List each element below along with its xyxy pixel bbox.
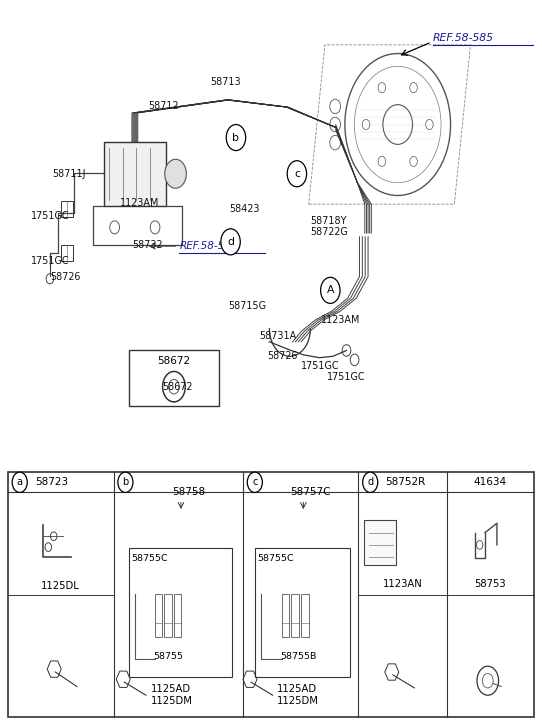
Circle shape	[287, 161, 307, 187]
Text: b: b	[233, 132, 240, 142]
Bar	[104, 142, 166, 206]
Text: 1125AD: 1125AD	[276, 684, 317, 694]
Bar	[292, 594, 299, 638]
Text: 58723: 58723	[35, 477, 68, 487]
Bar	[174, 594, 182, 638]
Bar	[128, 350, 219, 406]
Circle shape	[247, 472, 262, 492]
Text: 58753: 58753	[475, 579, 506, 590]
Bar	[164, 594, 172, 638]
Text: 58713: 58713	[211, 77, 241, 87]
Text: 58423: 58423	[229, 204, 260, 214]
Text: c: c	[252, 477, 257, 487]
Bar	[61, 201, 73, 217]
Bar	[154, 594, 162, 638]
Bar	[128, 548, 232, 677]
Bar	[61, 245, 73, 261]
Text: 1125DM: 1125DM	[276, 696, 318, 706]
Text: 1751GC: 1751GC	[327, 372, 366, 382]
Circle shape	[118, 472, 133, 492]
Text: 1125AD: 1125AD	[151, 684, 191, 694]
Text: 58726: 58726	[50, 272, 80, 281]
Text: 58672: 58672	[162, 382, 192, 392]
Text: 58752R: 58752R	[385, 477, 425, 487]
Text: 1125DL: 1125DL	[41, 581, 80, 591]
Text: b: b	[122, 477, 128, 487]
Text: 1125DM: 1125DM	[151, 696, 193, 706]
Text: 58672: 58672	[157, 356, 190, 366]
Text: 1123AM: 1123AM	[120, 198, 159, 208]
Text: d: d	[367, 477, 373, 487]
Text: A: A	[327, 286, 334, 295]
Circle shape	[221, 229, 240, 255]
Text: REF.58-589: REF.58-589	[179, 241, 238, 251]
Text: 58732: 58732	[132, 240, 163, 250]
Text: 41634: 41634	[474, 477, 507, 487]
Text: 58755: 58755	[153, 652, 183, 662]
Bar	[282, 594, 289, 638]
Text: REF.58-585: REF.58-585	[433, 33, 494, 43]
Circle shape	[12, 472, 27, 492]
Bar	[8, 472, 534, 717]
Text: 58731A: 58731A	[259, 331, 296, 341]
Circle shape	[321, 277, 340, 303]
Text: 58722G: 58722G	[310, 228, 347, 238]
Text: 1751GC: 1751GC	[31, 257, 70, 266]
Text: 1123AM: 1123AM	[321, 315, 360, 325]
Text: 58758: 58758	[172, 487, 205, 497]
Circle shape	[363, 472, 378, 492]
Circle shape	[226, 124, 246, 150]
Text: 58755C: 58755C	[257, 554, 294, 563]
Bar	[301, 594, 309, 638]
Text: a: a	[17, 477, 23, 487]
Text: 1751GC: 1751GC	[301, 361, 340, 371]
Bar	[364, 521, 396, 565]
Text: 58715G: 58715G	[228, 300, 266, 310]
Text: 58718Y: 58718Y	[310, 216, 346, 226]
Bar	[255, 548, 350, 677]
Circle shape	[165, 159, 186, 188]
Text: c: c	[294, 169, 300, 179]
Text: 58755C: 58755C	[131, 554, 168, 563]
Text: d: d	[227, 237, 234, 247]
Text: 1123AN: 1123AN	[383, 579, 422, 590]
Text: 58711J: 58711J	[53, 169, 86, 179]
Text: 1751GC: 1751GC	[31, 211, 70, 221]
Text: 58757C: 58757C	[290, 487, 331, 497]
Text: 58755B: 58755B	[281, 652, 317, 662]
Text: 58712: 58712	[148, 100, 178, 111]
Text: 58726: 58726	[267, 351, 298, 361]
